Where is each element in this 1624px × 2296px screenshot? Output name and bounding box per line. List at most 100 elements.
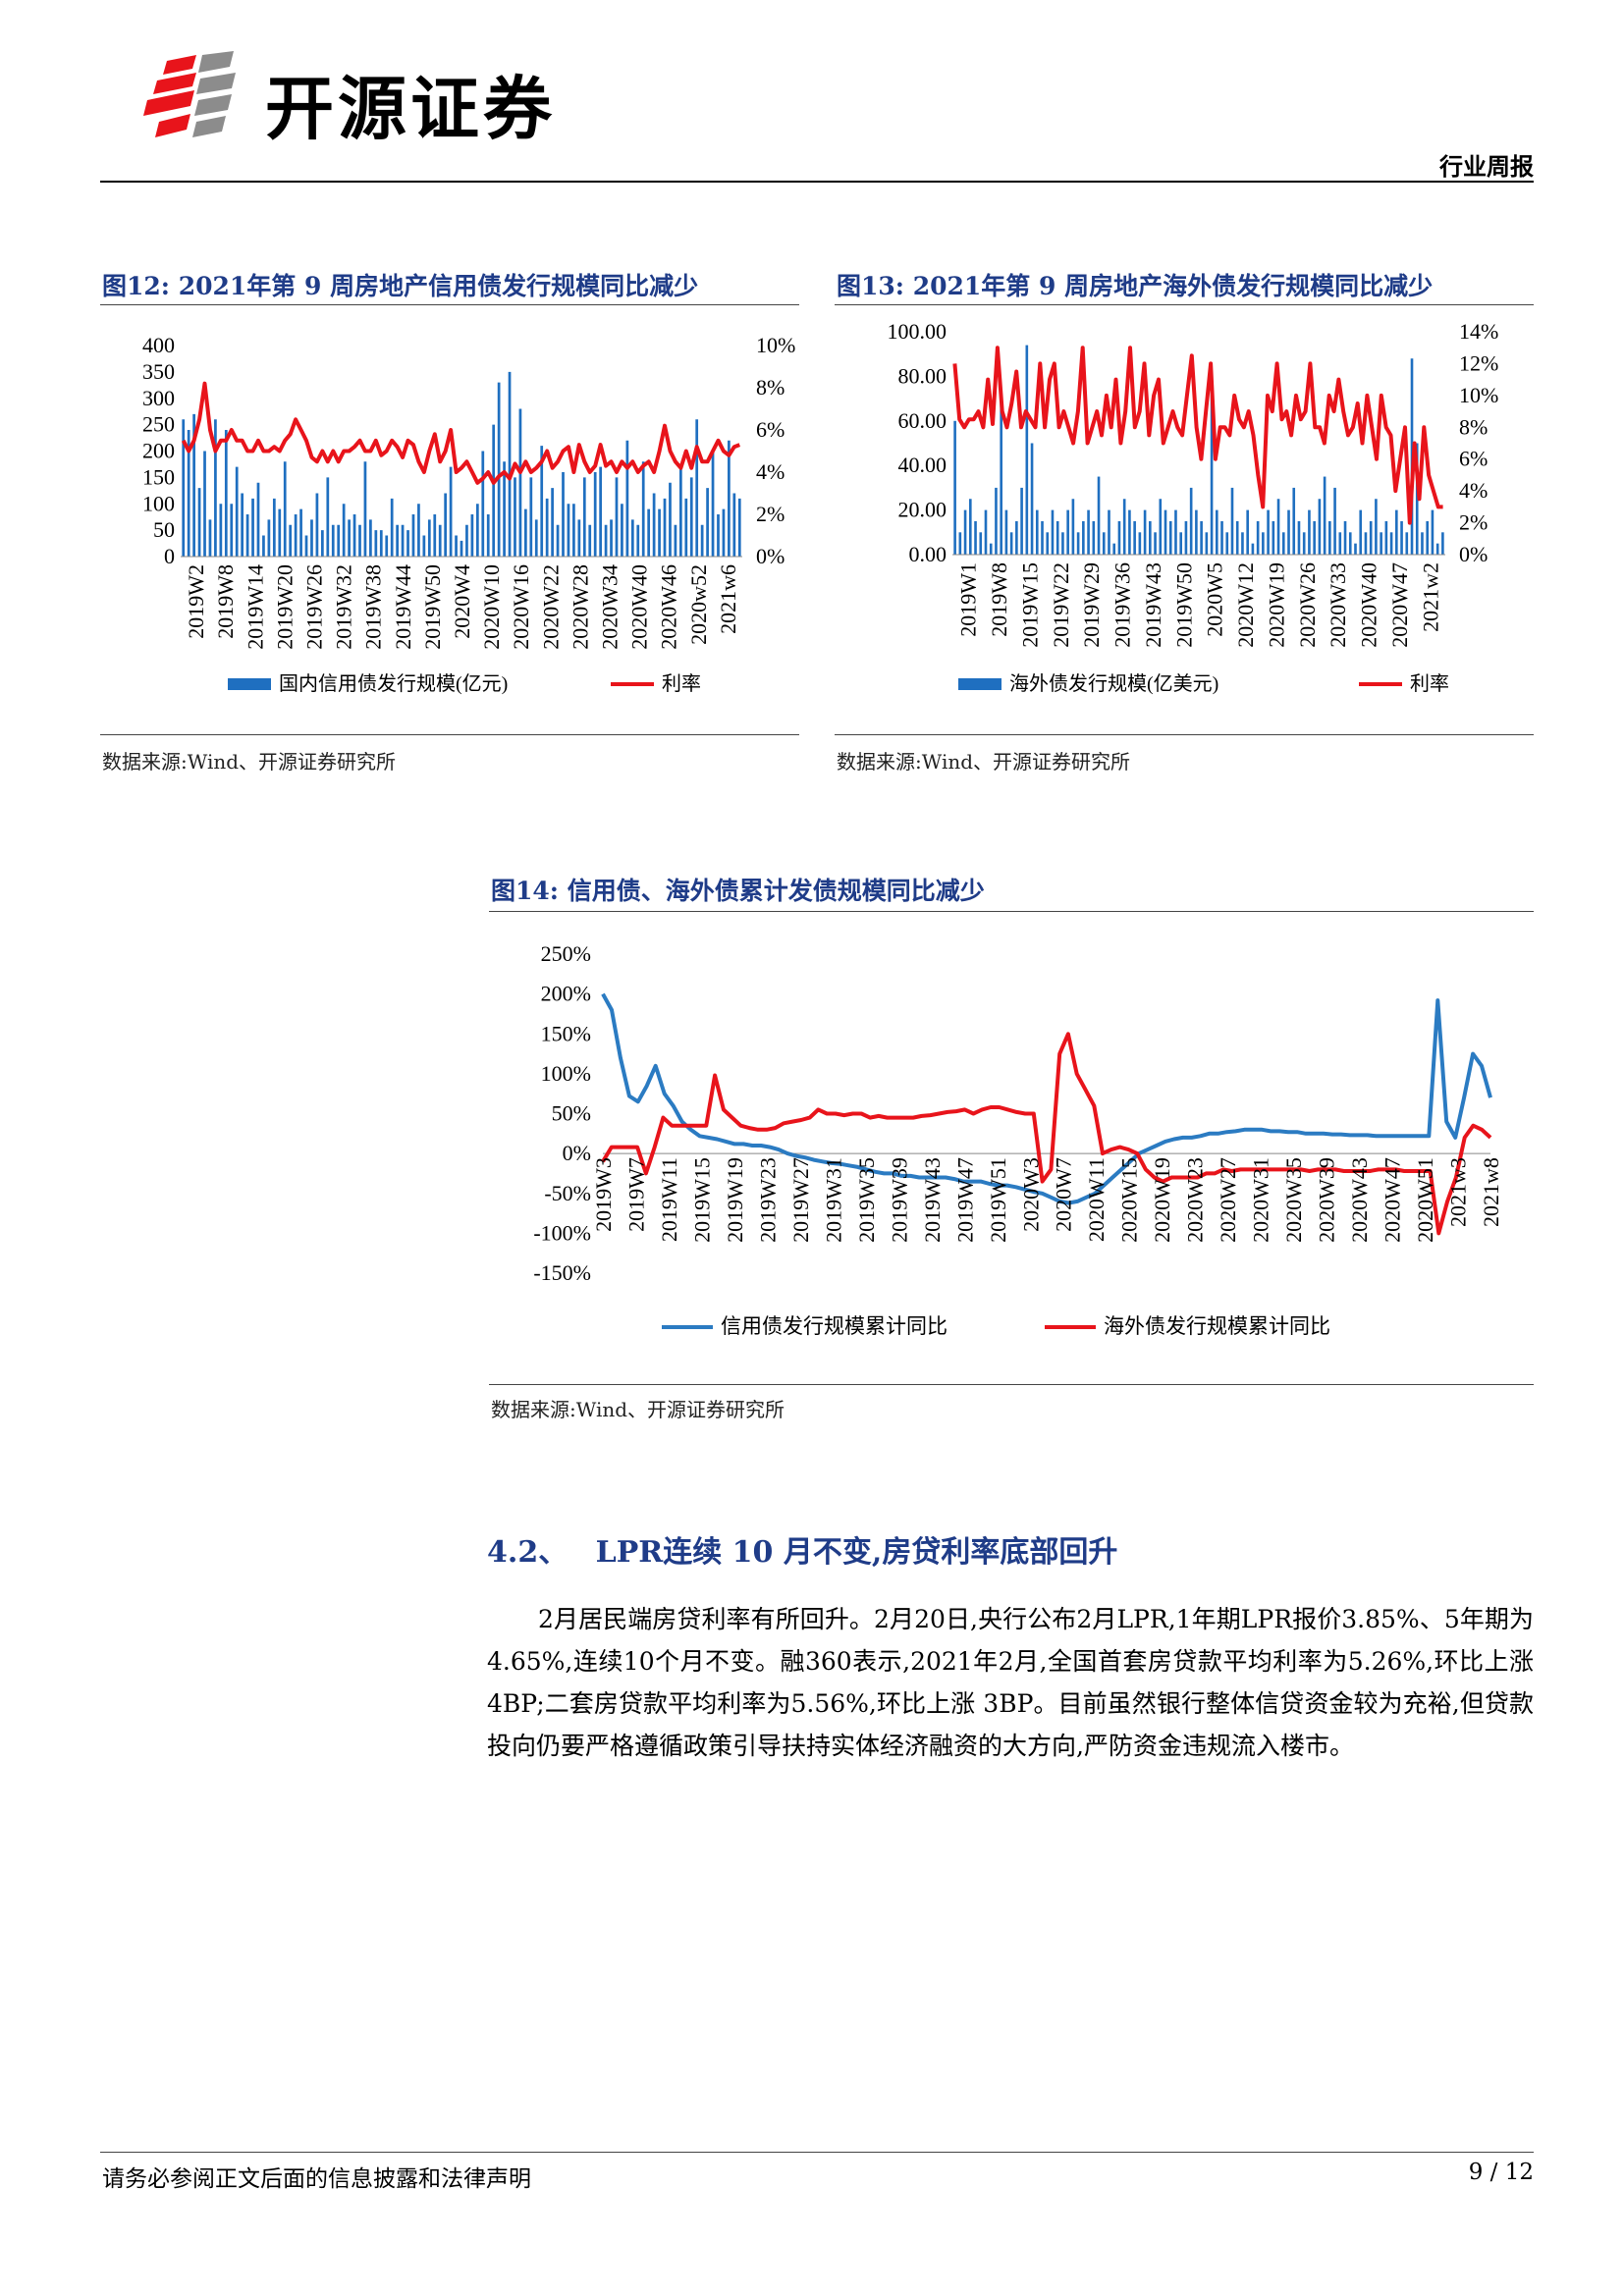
bar — [203, 451, 206, 557]
bar — [1046, 532, 1050, 555]
bar — [577, 519, 581, 557]
y2-tick-label: 6% — [756, 417, 785, 442]
bar — [1246, 509, 1249, 555]
bar — [433, 514, 437, 557]
legend-overseas-label: 海外债发行规模累计同比 — [1104, 1314, 1330, 1338]
bar — [192, 413, 195, 557]
x-tick-label: 2019W43 — [1141, 562, 1165, 648]
x-tick-label: 2020W3 — [1018, 1157, 1043, 1232]
x-tick-label: 2019W15 — [1017, 562, 1042, 648]
x-tick-label: 2020W47 — [1387, 562, 1412, 648]
bar — [497, 382, 501, 557]
bar — [310, 519, 313, 557]
bar — [695, 419, 699, 557]
bar — [1421, 532, 1424, 555]
x-tick-label: 2019W36 — [1110, 562, 1135, 648]
bar — [294, 514, 298, 557]
bar — [1159, 499, 1163, 555]
x-tick-label: 2019W31 — [821, 1157, 845, 1243]
bar — [1333, 487, 1336, 555]
bar — [1384, 520, 1388, 555]
bar — [492, 424, 496, 557]
x-tick-label: 2019W20 — [272, 564, 297, 650]
bar — [256, 482, 260, 557]
bar — [1395, 509, 1398, 555]
bar — [182, 419, 186, 557]
footer-rule — [100, 2152, 1534, 2153]
bar — [1025, 345, 1029, 555]
bar — [562, 472, 565, 557]
bar — [556, 524, 560, 557]
x-tick-label: 2019W23 — [755, 1157, 780, 1243]
y2-tick-label: 12% — [1459, 350, 1498, 375]
bar — [1056, 520, 1059, 555]
figure-12-bottom-rule — [100, 734, 799, 735]
x-tick-label: 2019W1 — [956, 562, 981, 637]
bar — [465, 524, 468, 557]
bar — [1108, 509, 1110, 555]
y2-tick-label: 4% — [756, 459, 785, 484]
bar — [728, 440, 731, 557]
bar — [984, 509, 988, 555]
x-tick-label: 2020W39 — [1315, 1157, 1339, 1243]
bar — [989, 543, 993, 555]
bar — [278, 508, 282, 557]
bar — [241, 493, 244, 557]
bar — [1082, 520, 1085, 555]
x-tick-label: 2019W35 — [854, 1157, 879, 1243]
bar — [540, 446, 544, 557]
bar — [417, 504, 420, 557]
bar — [1318, 499, 1322, 555]
bar — [1292, 487, 1296, 555]
bar — [674, 524, 677, 557]
y-tick-label: -100% — [533, 1220, 591, 1245]
bar — [1338, 532, 1342, 555]
bar — [1087, 509, 1090, 555]
bar — [1380, 532, 1382, 555]
bar — [1435, 543, 1439, 555]
brand-logo-icon — [143, 51, 236, 137]
y-tick-label: 0.00 — [909, 542, 947, 566]
bar — [1092, 520, 1096, 555]
bar — [1431, 509, 1435, 555]
figure-14-bottom-rule — [489, 1384, 1534, 1385]
x-tick-label: 2019W11 — [657, 1157, 681, 1242]
bar — [684, 498, 688, 557]
bar — [321, 530, 324, 557]
y-tick-label: 100% — [541, 1061, 591, 1086]
bar — [1195, 509, 1198, 555]
bar — [1041, 520, 1044, 555]
y-tick-label: 150 — [142, 464, 175, 489]
x-tick-label: 2020w52 — [686, 564, 711, 645]
x-tick-label: 2019W8 — [987, 562, 1011, 637]
x-tick-label: 2021w3 — [1446, 1157, 1471, 1227]
x-tick-label: 2020W34 — [598, 564, 623, 650]
bar — [1168, 520, 1172, 555]
bar — [283, 461, 287, 557]
x-tick-label: 2020W19 — [1264, 562, 1288, 648]
figure-14-title-rule — [489, 911, 1534, 912]
bar — [1400, 520, 1403, 555]
bar — [1287, 509, 1290, 555]
y2-tick-label: 8% — [756, 375, 785, 400]
bar — [636, 524, 640, 557]
x-tick-label: 2019W14 — [243, 564, 267, 650]
credit-bond-line — [601, 992, 1492, 1205]
bar — [444, 493, 448, 557]
bar — [658, 508, 661, 557]
figure-13-source: 数据来源:Wind、开源证券研究所 — [837, 750, 1131, 774]
figure-12-title-rule — [100, 304, 799, 305]
y-tick-label: 250% — [541, 941, 591, 966]
bar — [470, 514, 474, 557]
bar — [406, 530, 409, 557]
bar — [219, 504, 223, 557]
bar — [582, 477, 586, 557]
x-tick-label: 2019W27 — [788, 1157, 813, 1243]
x-tick-label: 2019W29 — [1079, 562, 1104, 648]
y2-tick-label: 0% — [1459, 542, 1488, 566]
bar — [1015, 520, 1018, 555]
y-tick-label: 400 — [142, 333, 175, 357]
x-tick-label: 2019W38 — [361, 564, 386, 650]
bar — [1302, 532, 1306, 555]
bar — [1149, 520, 1152, 555]
